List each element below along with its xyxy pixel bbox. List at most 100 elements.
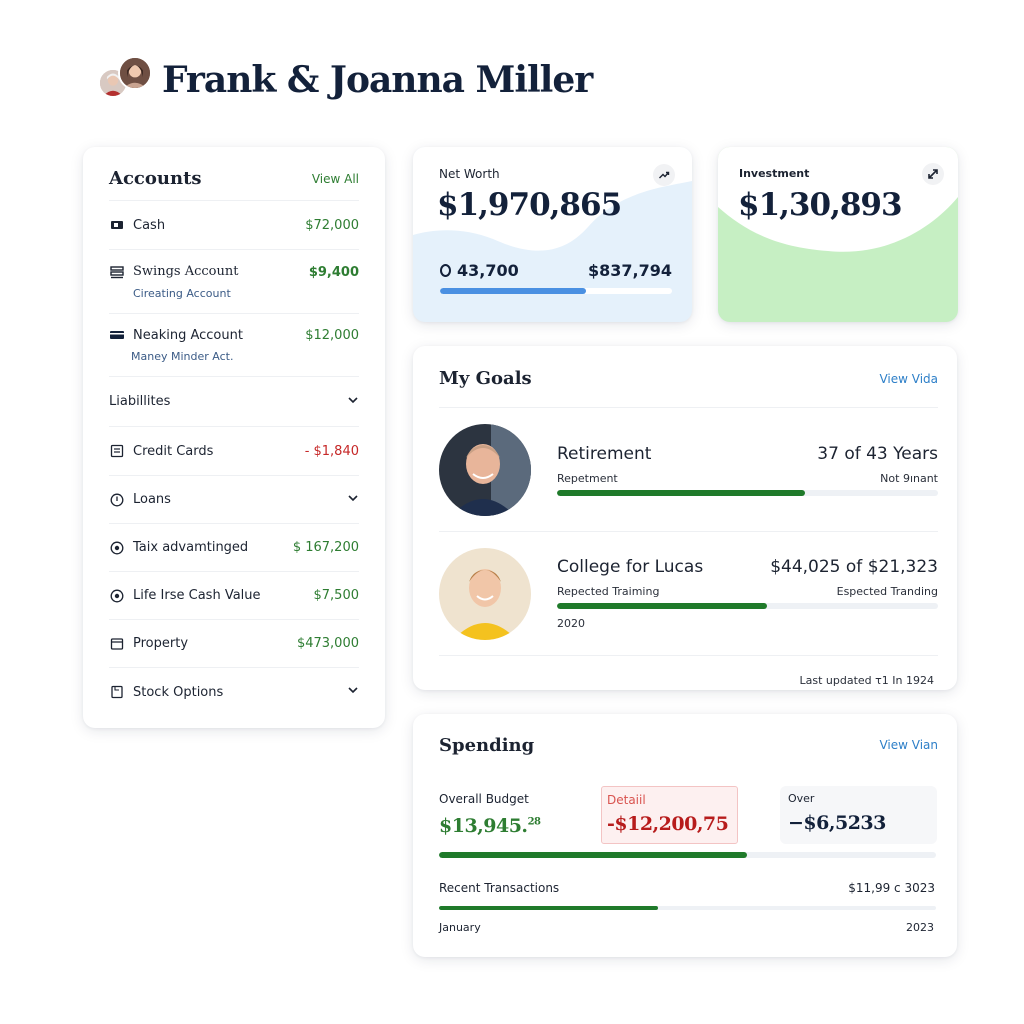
spending-view-link[interactable]: View Vian bbox=[879, 738, 938, 752]
footer-month: January bbox=[439, 921, 481, 934]
credit-card-icon bbox=[109, 443, 125, 459]
budget-progress bbox=[439, 852, 936, 858]
account-row-life-insurance[interactable]: Life Irse Cash Value $7,500 bbox=[109, 572, 359, 620]
goals-card: My Goals View Vida Retirement 37 of 43 Y… bbox=[413, 346, 957, 690]
account-value: $473,000 bbox=[296, 636, 359, 651]
investment-label: Investment bbox=[739, 167, 810, 180]
trend-up-icon[interactable] bbox=[653, 164, 675, 186]
goal-item-retirement[interactable]: Retirement 37 of 43 Years Repetment Not … bbox=[439, 408, 938, 532]
net-worth-progress bbox=[440, 288, 672, 294]
card-icon bbox=[109, 327, 125, 343]
account-label: Stock Options bbox=[133, 684, 224, 700]
target-icon bbox=[109, 540, 125, 556]
goal-progress-fill bbox=[557, 603, 767, 609]
recent-transactions-row[interactable]: Recent Transactions $11,99 с 3023 bbox=[439, 881, 938, 895]
account-label: Swings Account bbox=[133, 264, 239, 279]
detail-box[interactable]: Detaiil -$12,200,75 bbox=[601, 786, 738, 844]
recent-progress bbox=[439, 906, 936, 910]
over-value: −$6,5233 bbox=[788, 812, 886, 834]
goal-progress bbox=[557, 489, 938, 496]
chevron-down-icon[interactable] bbox=[347, 394, 359, 410]
account-value: $ 167,200 bbox=[292, 540, 359, 555]
goal-sub-right: Espected Tranding bbox=[836, 585, 938, 598]
budget-summary: Overall Budget $13,945.28 Detaiil -$12,2… bbox=[439, 786, 938, 844]
account-label: Loans bbox=[133, 492, 171, 507]
account-row-cash[interactable]: Cash $72,000 bbox=[109, 201, 359, 250]
spending-footer: January 2023 bbox=[439, 921, 938, 934]
goal-title: College for Lucas bbox=[557, 557, 704, 577]
goal-sub-right: Not 9ınant bbox=[880, 471, 938, 485]
investment-card[interactable]: Investment $1,30,893 bbox=[718, 147, 958, 322]
net-worth-value: $1,970,865 bbox=[437, 187, 622, 223]
account-value: $7,500 bbox=[313, 588, 360, 603]
account-row-savings[interactable]: Swings Account Cireating Account $9,400 bbox=[109, 250, 359, 314]
overall-budget[interactable]: Overall Budget $13,945.28 bbox=[439, 786, 601, 837]
window-icon bbox=[109, 636, 125, 652]
spending-header: Spending View Vian bbox=[439, 714, 938, 772]
swap-icon[interactable] bbox=[922, 163, 944, 185]
detail-value: -$12,200,75 bbox=[607, 813, 729, 835]
liabilities-row[interactable]: Liabillites bbox=[109, 377, 359, 427]
ring-icon bbox=[440, 264, 451, 277]
goal-progress bbox=[557, 603, 938, 609]
account-label: Neaking Account bbox=[133, 327, 243, 343]
goals-title: My Goals bbox=[439, 368, 532, 389]
avatar bbox=[118, 56, 152, 90]
overall-budget-label: Overall Budget bbox=[439, 792, 529, 806]
account-row-property[interactable]: Property $473,000 bbox=[109, 620, 359, 668]
liabilities-label: Liabillites bbox=[109, 394, 171, 409]
accounts-title: Accounts bbox=[109, 168, 202, 189]
document-icon bbox=[109, 684, 125, 700]
account-row-stock-options[interactable]: Stock Options bbox=[109, 668, 359, 716]
goal-photo bbox=[439, 423, 531, 516]
overall-budget-value: $13,945.28 bbox=[439, 815, 601, 837]
goal-sub-left: Repected Traiming bbox=[557, 585, 660, 598]
budget-progress-fill bbox=[439, 852, 748, 858]
over-label: Over bbox=[788, 792, 815, 805]
goal-progress-fill bbox=[557, 489, 805, 496]
net-worth-progress-fill bbox=[440, 288, 587, 294]
goal-item-college[interactable]: College for Lucas $44,025 of $21,323 Rep… bbox=[439, 532, 938, 656]
account-value: $12,000 bbox=[305, 327, 359, 343]
page-header: Frank & Joanna Miller bbox=[98, 50, 593, 110]
household-avatars[interactable] bbox=[98, 52, 156, 108]
goal-title: Retirement bbox=[557, 443, 652, 464]
footer-year: 2023 bbox=[906, 921, 934, 934]
account-label: Life Irse Cash Value bbox=[133, 588, 261, 603]
account-sublabel: Cireating Account bbox=[133, 286, 231, 300]
over-box[interactable]: Over −$6,5233 bbox=[780, 786, 937, 844]
account-label: Property bbox=[133, 636, 189, 651]
recent-progress-fill bbox=[439, 906, 658, 910]
recent-transactions-label: Recent Transactions bbox=[439, 881, 560, 895]
account-row-checking[interactable]: Neaking Account Maney Minder Act. $12,00… bbox=[109, 314, 359, 377]
investment-wave bbox=[718, 147, 958, 252]
cash-icon bbox=[109, 217, 125, 233]
goals-last-updated: Last updated τ1 In 1924 bbox=[799, 674, 934, 687]
net-worth-left-value: 43,700 bbox=[457, 261, 519, 280]
goal-photo bbox=[439, 547, 531, 640]
view-all-link[interactable]: View All bbox=[311, 171, 359, 186]
account-sublabel: Maney Minder Act. bbox=[131, 350, 234, 363]
chevron-down-icon[interactable] bbox=[347, 684, 359, 700]
account-row-credit-cards[interactable]: Credit Cards - $1,840 bbox=[109, 427, 359, 476]
investment-value: $1,30,893 bbox=[738, 187, 903, 223]
account-row-tax-advantaged[interactable]: Taix advamtinged $ 167,200 bbox=[109, 524, 359, 572]
goals-header: My Goals View Vida bbox=[439, 346, 938, 408]
net-worth-right-value: $837,794 bbox=[587, 261, 672, 280]
net-worth-left-stat: 43,700 bbox=[440, 261, 519, 280]
net-worth-card[interactable]: Net Worth $1,970,865 43,700 $837,794 bbox=[413, 147, 692, 322]
goal-year: 2020 bbox=[557, 617, 585, 630]
page-title: Frank & Joanna Miller bbox=[162, 59, 593, 101]
accounts-card: Accounts View All Cash $72,000 Swings Ac… bbox=[83, 147, 385, 728]
account-value: $72,000 bbox=[305, 217, 359, 233]
detail-label: Detaiil bbox=[607, 793, 646, 807]
goal-sub-left: Repetment bbox=[557, 471, 618, 485]
account-row-loans[interactable]: Loans bbox=[109, 476, 359, 524]
chevron-down-icon[interactable] bbox=[347, 492, 359, 508]
account-label: Cash bbox=[133, 217, 166, 233]
account-value: $9,400 bbox=[308, 265, 359, 280]
goals-view-link[interactable]: View Vida bbox=[879, 371, 938, 386]
account-label: Credit Cards bbox=[133, 443, 214, 459]
account-value: - $1,840 bbox=[304, 443, 359, 459]
clock-icon bbox=[109, 492, 125, 508]
